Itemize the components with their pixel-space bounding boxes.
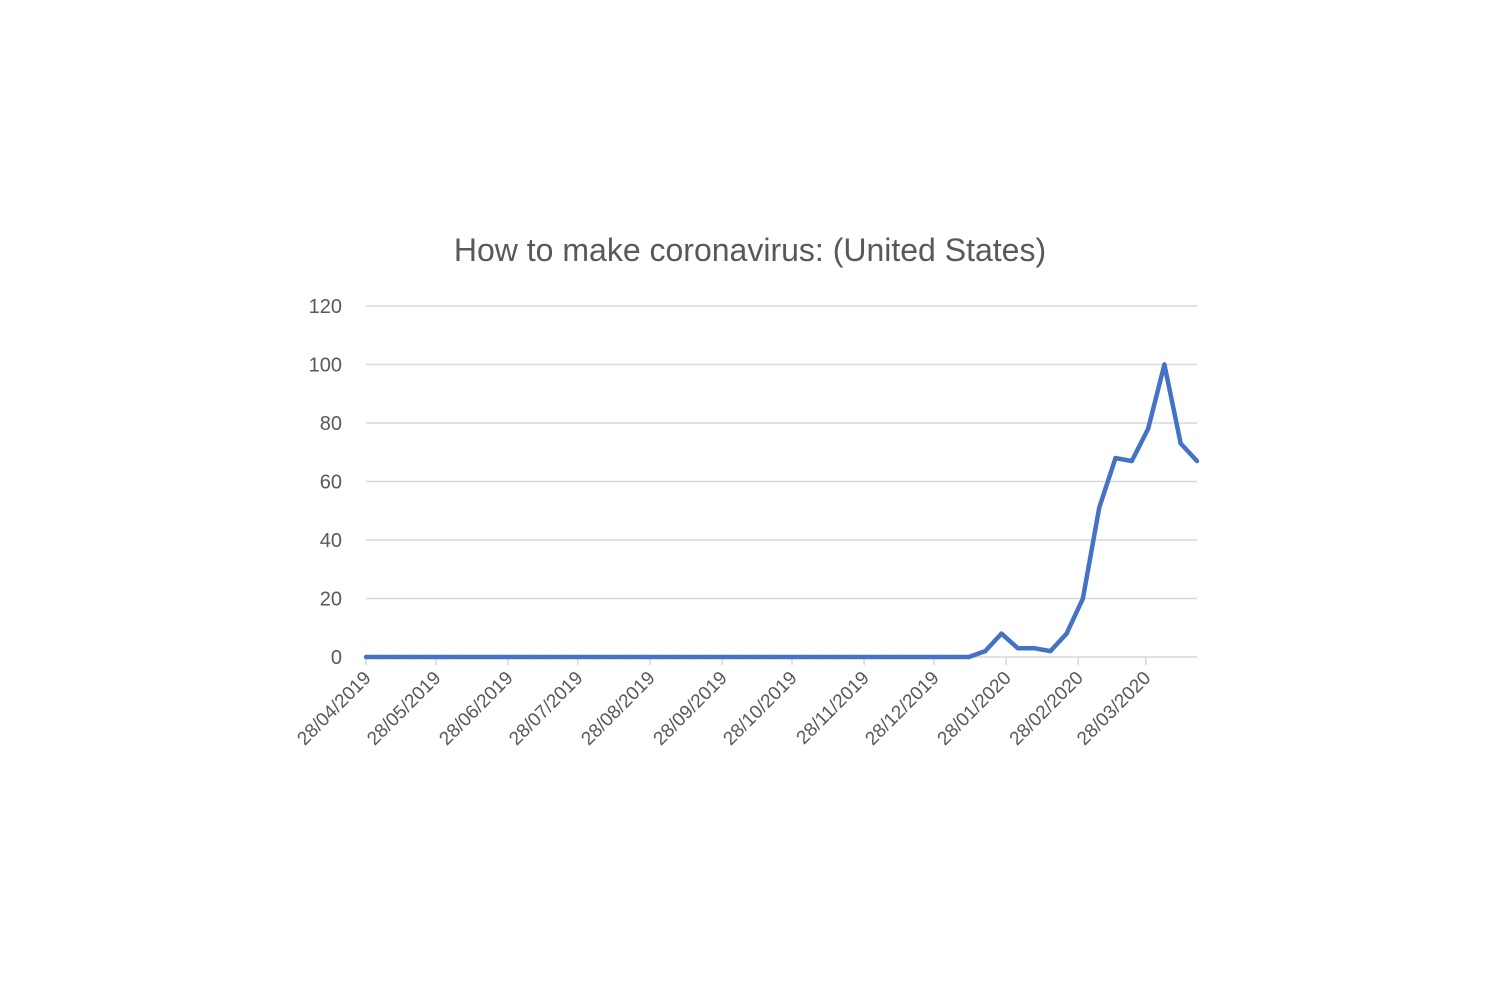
x-tick-label: 28/09/2019 (650, 668, 732, 750)
data-point (1194, 458, 1200, 464)
gridlines (366, 305, 1197, 600)
data-point (836, 654, 841, 660)
y-tick-label: 100 (309, 355, 342, 377)
data-point (705, 654, 711, 660)
data-point (673, 654, 678, 660)
data-point (999, 631, 1004, 636)
data-point (1048, 648, 1053, 654)
x-axis: 28/04/201928/05/201928/06/201928/07/2019… (293, 656, 1197, 750)
x-tick-label: 28/07/2019 (505, 668, 587, 750)
data-point (575, 654, 581, 660)
data-point (1064, 631, 1069, 636)
data-point (1015, 646, 1020, 651)
y-tick-label: 40 (320, 530, 342, 552)
data-point (1031, 646, 1037, 651)
data-point (868, 654, 874, 660)
data-point (852, 654, 858, 660)
data-point (428, 654, 434, 660)
x-tick-label: 28/06/2019 (435, 668, 517, 750)
data-point (803, 654, 809, 660)
data-point (510, 654, 515, 660)
data-point (1097, 505, 1102, 511)
data-point (412, 654, 418, 660)
y-tick-label: 0 (331, 647, 342, 669)
data-point (1129, 458, 1135, 464)
data-point (494, 654, 499, 660)
data-point (885, 654, 890, 660)
series (363, 362, 1200, 660)
data-point (477, 654, 483, 660)
data-point (624, 654, 629, 660)
x-tick-label: 28/01/2020 (934, 668, 1016, 750)
data-point (1080, 596, 1086, 601)
data-point (559, 654, 564, 660)
x-tick-label: 28/03/2020 (1073, 668, 1155, 750)
series-line (366, 362, 1199, 660)
data-point (1178, 441, 1183, 446)
x-tick-label: 28/12/2019 (861, 668, 943, 750)
data-point (363, 654, 369, 660)
data-point (396, 654, 401, 660)
data-point (787, 654, 792, 660)
x-tick-label: 28/11/2019 (793, 668, 874, 749)
data-point (1113, 455, 1118, 461)
data-point (917, 654, 923, 660)
y-axis: 0 20 40 60 80 100 120 (309, 296, 342, 669)
data-point (591, 654, 597, 660)
data-point (689, 654, 695, 660)
data-point (771, 654, 776, 660)
data-point (966, 654, 972, 660)
x-tick-label: 28/08/2019 (577, 668, 659, 750)
y-tick-label: 80 (320, 413, 342, 435)
data-point (608, 654, 613, 660)
y-tick-label: 20 (320, 589, 342, 611)
data-point (543, 654, 548, 660)
data-point (1145, 426, 1151, 432)
x-tick-label: 28/05/2019 (363, 668, 445, 750)
data-point (754, 654, 760, 660)
data-point (640, 654, 646, 660)
data-point (380, 654, 385, 660)
data-point (901, 654, 906, 660)
y-tick-label: 60 (320, 472, 342, 494)
x-tick-label: 28/04/2019 (293, 668, 375, 750)
data-point (526, 654, 532, 660)
data-point (950, 654, 955, 660)
data-point (934, 654, 939, 660)
data-point (445, 654, 450, 660)
data-point (461, 654, 466, 660)
data-point (1162, 362, 1167, 367)
data-point (722, 654, 727, 660)
data-point (738, 654, 743, 660)
chart-title: How to make coronavirus: (United States) (454, 232, 1046, 268)
y-tick-label: 120 (309, 296, 342, 318)
x-tick-label: 28/10/2019 (719, 668, 801, 750)
data-point (657, 654, 662, 660)
data-point (820, 654, 825, 660)
data-point (982, 648, 988, 654)
